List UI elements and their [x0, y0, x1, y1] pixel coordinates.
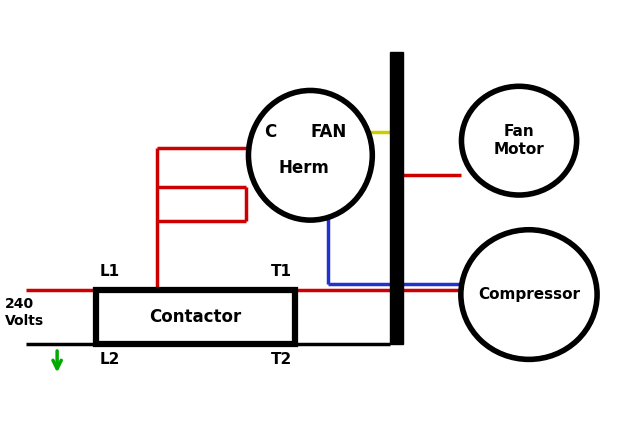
Text: 240
Volts: 240 Volts	[4, 298, 44, 328]
Text: L1: L1	[100, 264, 119, 279]
Ellipse shape	[248, 91, 373, 220]
Bar	[389, 52, 402, 344]
Text: Contactor: Contactor	[149, 308, 241, 326]
Text: C: C	[264, 123, 276, 141]
Text: Fan
Motor: Fan Motor	[494, 125, 544, 157]
Text: T1: T1	[271, 264, 292, 279]
Ellipse shape	[462, 86, 577, 195]
Text: T2: T2	[271, 352, 292, 367]
Bar	[96, 290, 295, 344]
Ellipse shape	[461, 230, 597, 360]
Text: Herm: Herm	[279, 159, 330, 177]
Text: L2: L2	[100, 352, 119, 367]
Text: Compressor: Compressor	[478, 287, 580, 302]
Text: FAN: FAN	[311, 123, 347, 141]
